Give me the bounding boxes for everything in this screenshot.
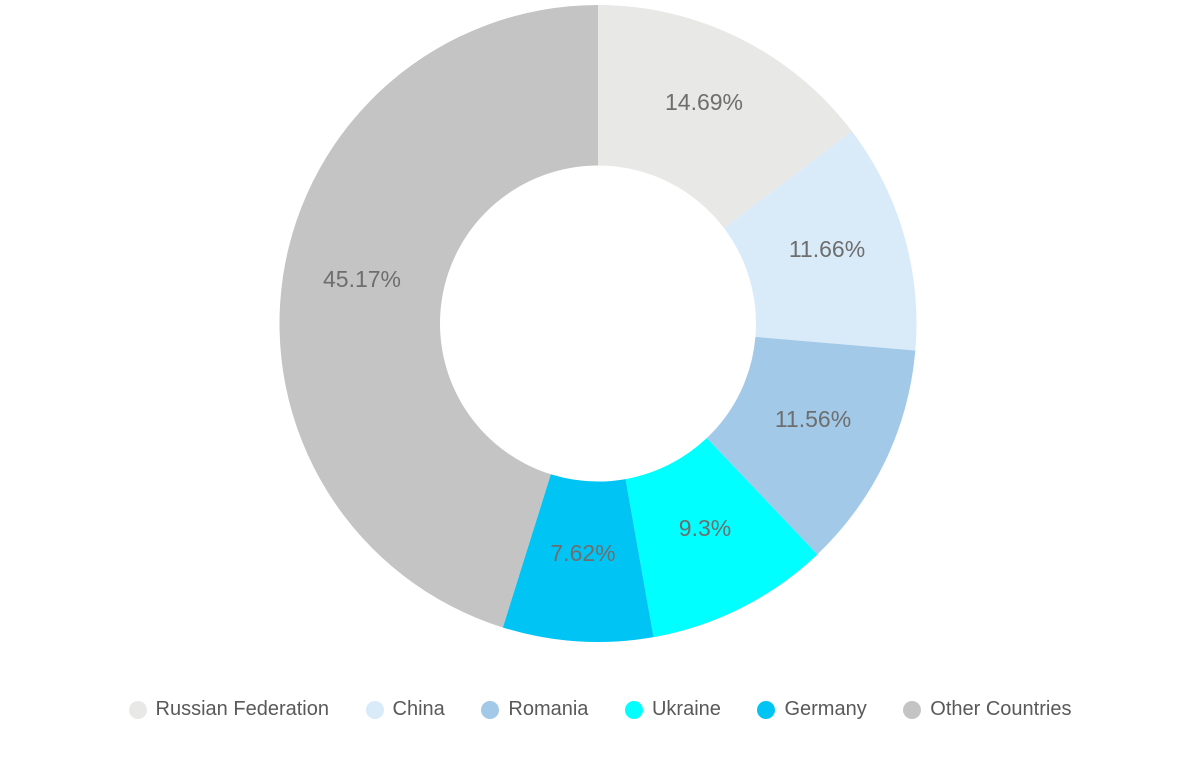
svg-text:7.62%: 7.62% [550,540,615,566]
svg-text:45.17%: 45.17% [323,266,401,292]
svg-text:9.3%: 9.3% [679,515,731,541]
svg-text:14.69%: 14.69% [665,89,743,115]
svg-text:11.66%: 11.66% [789,236,865,262]
svg-text:11.56%: 11.56% [775,406,851,432]
